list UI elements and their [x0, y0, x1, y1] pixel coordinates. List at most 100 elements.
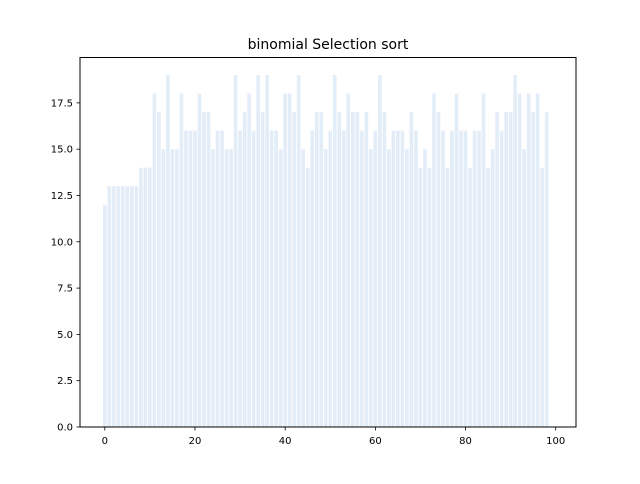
- bar-70: [418, 167, 423, 427]
- bar-36: [265, 75, 269, 427]
- bar-61: [378, 75, 382, 427]
- y-tick-label-2.5: 2.5: [57, 376, 73, 387]
- bar-10: [148, 167, 152, 427]
- bar-58: [364, 112, 369, 427]
- bar-31: [242, 112, 247, 427]
- bar-11: [152, 93, 157, 428]
- bar-29: [233, 75, 238, 427]
- bar-74: [436, 112, 441, 427]
- bar-85: [486, 167, 490, 427]
- x-tick-label-60: 60: [369, 436, 382, 447]
- bar-79: [459, 130, 463, 427]
- bar-67: [405, 149, 409, 427]
- bar-2: [112, 186, 116, 427]
- bar-50: [328, 130, 333, 427]
- bar-47: [314, 112, 319, 427]
- x-tick-label-20: 20: [189, 436, 202, 447]
- bar-78: [454, 93, 459, 428]
- x-tick-label-0: 0: [102, 436, 108, 447]
- bar-37: [269, 130, 274, 427]
- bar-62: [382, 112, 387, 427]
- bar-54: [346, 93, 351, 428]
- bar-49: [323, 149, 328, 427]
- bar-76: [445, 167, 450, 427]
- bar-0: [103, 204, 107, 427]
- bar-94: [526, 93, 531, 428]
- bar-42: [292, 112, 296, 427]
- bar-19: [188, 130, 193, 427]
- chart-title: binomial Selection sort: [248, 37, 409, 53]
- bar-26: [220, 130, 224, 427]
- bar-16: [175, 149, 179, 427]
- bar-22: [202, 112, 206, 427]
- bar-77: [450, 130, 454, 427]
- bar-38: [274, 130, 278, 427]
- bar-65: [396, 130, 400, 427]
- bar-98: [544, 112, 549, 427]
- bar-32: [247, 93, 251, 428]
- bar-72: [427, 167, 432, 427]
- bar-13: [161, 149, 166, 427]
- y-tick-label-12.5: 12.5: [51, 191, 73, 202]
- y-tick-label-0: 0.0: [57, 423, 73, 434]
- bars-group: [103, 75, 549, 428]
- y-tick-label-5: 5.0: [57, 330, 73, 341]
- bar-39: [278, 149, 283, 427]
- bar-95: [531, 112, 535, 427]
- bar-5: [125, 186, 130, 427]
- bar-89: [504, 112, 508, 427]
- bar-80: [463, 130, 468, 427]
- bar-6: [130, 186, 134, 427]
- bar-86: [490, 149, 495, 427]
- bar-51: [332, 75, 337, 427]
- bar-17: [179, 93, 184, 428]
- bar-82: [472, 130, 477, 427]
- bar-24: [211, 149, 215, 427]
- x-tick-label-40: 40: [279, 436, 292, 447]
- bar-57: [360, 130, 364, 427]
- y-axis: 0.0 2.5 5.0 7.5 10.0 12.5 15.0 17.5: [51, 98, 80, 434]
- bar-83: [477, 130, 481, 427]
- bar-3: [116, 186, 121, 427]
- bar-1: [107, 186, 112, 427]
- bar-4: [121, 186, 125, 427]
- bar-71: [423, 149, 427, 427]
- bar-21: [197, 93, 202, 428]
- bar-52: [337, 112, 342, 427]
- y-tick-label-17.5: 17.5: [51, 98, 73, 109]
- x-tick-label-100: 100: [546, 436, 565, 447]
- bar-41: [287, 93, 292, 428]
- bar-35: [260, 112, 265, 427]
- y-tick-label-7.5: 7.5: [57, 284, 73, 295]
- bar-8: [139, 167, 143, 427]
- bar-84: [481, 93, 486, 428]
- bar-55: [351, 112, 355, 427]
- bar-44: [301, 149, 306, 427]
- bar-40: [283, 93, 287, 428]
- bar-53: [341, 130, 346, 427]
- bar-93: [522, 149, 526, 427]
- bar-69: [414, 130, 418, 427]
- bar-92: [517, 93, 522, 428]
- bar-14: [166, 75, 170, 427]
- bar-34: [256, 75, 260, 427]
- bar-7: [134, 186, 139, 427]
- bar-23: [206, 112, 211, 427]
- plot-frame: [79, 57, 577, 428]
- bar-15: [170, 149, 175, 427]
- bar-87: [495, 112, 499, 427]
- x-axis: 0 20 40 60 80 100: [102, 427, 565, 447]
- bar-45: [305, 167, 310, 427]
- bar-97: [540, 167, 544, 427]
- bar-56: [355, 112, 360, 427]
- x-tick-label-80: 80: [459, 436, 472, 447]
- bar-9: [143, 167, 148, 427]
- bar-63: [387, 149, 391, 427]
- bar-75: [441, 130, 445, 427]
- bar-81: [468, 167, 472, 427]
- bar-30: [238, 130, 242, 427]
- bar-20: [193, 130, 197, 427]
- bar-46: [310, 130, 315, 427]
